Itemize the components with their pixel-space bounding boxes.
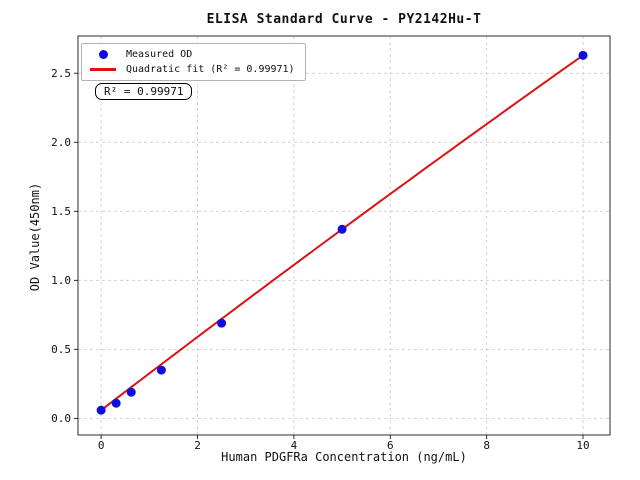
x-axis-label: Human PDGFRa Concentration (ng/mL) — [221, 450, 467, 464]
svg-text:10: 10 — [576, 439, 589, 452]
svg-text:8: 8 — [483, 439, 490, 452]
svg-text:0.5: 0.5 — [51, 343, 71, 356]
svg-text:0.0: 0.0 — [51, 412, 71, 425]
chart-title: ELISA Standard Curve - PY2142Hu-T — [206, 12, 482, 27]
svg-text:2.5: 2.5 — [51, 67, 71, 80]
r-squared-annotation: R² = 0.99971 — [95, 83, 193, 100]
y-axis-label: OD Value(450nm) — [28, 182, 42, 292]
legend-label: Quadratic fit (R² = 0.99971) — [126, 64, 295, 75]
svg-text:1.0: 1.0 — [51, 274, 71, 287]
line-marker-icon — [90, 68, 116, 71]
svg-text:6: 6 — [387, 439, 394, 452]
legend-label: Measured OD — [126, 49, 193, 60]
svg-text:1.5: 1.5 — [51, 205, 71, 218]
legend-item-quadratic-fit: Quadratic fit (R² = 0.99971) — [88, 62, 295, 77]
svg-text:0: 0 — [98, 439, 105, 452]
scatter-marker-icon — [98, 50, 108, 59]
svg-text:2.0: 2.0 — [51, 136, 71, 149]
svg-text:4: 4 — [291, 439, 298, 452]
legend: Measured OD Quadratic fit (R² = 0.99971) — [81, 43, 306, 81]
svg-text:2: 2 — [194, 439, 201, 452]
legend-item-measured-od: Measured OD — [88, 47, 295, 62]
